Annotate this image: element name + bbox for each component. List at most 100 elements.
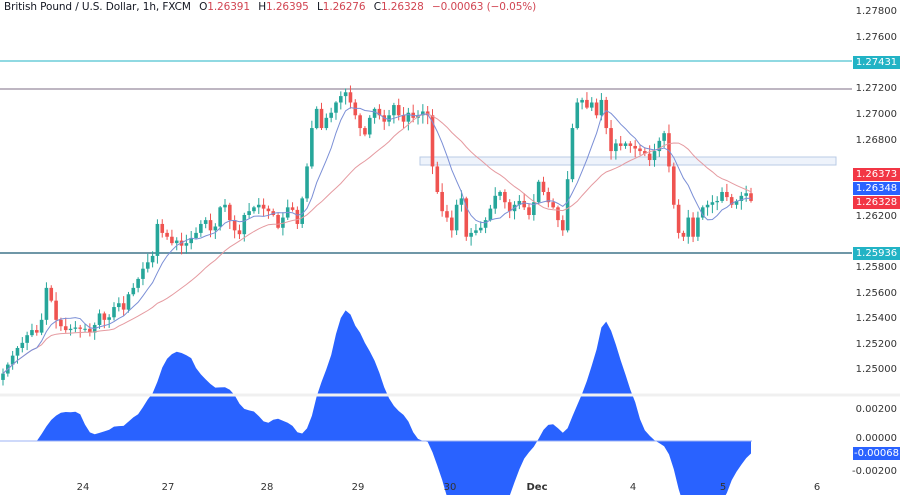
candle-body [121,303,126,310]
oscillator-value-tag: -0.00068 [853,447,900,460]
time-tick: 5 [719,482,727,493]
candle-body [570,128,575,180]
candle-body [208,220,213,231]
time-tick: 30 [443,482,457,493]
time-tick: 6 [813,482,821,493]
candle-body [348,92,353,103]
candle-body [281,217,285,228]
candle-body [652,151,657,161]
candle-body [662,133,666,141]
candle-body [474,230,478,233]
candle-body [725,191,729,198]
candle-body [218,207,222,227]
candle-body [503,191,507,203]
time-tick: 28 [260,482,274,493]
candle-body [102,313,107,320]
candle-body [589,102,594,108]
candle-body [551,202,555,208]
price-tick: 1.25000 [855,364,897,375]
candle-body [145,262,150,269]
candle-body [478,227,483,231]
candle-body [628,143,633,146]
candle-body [700,207,705,218]
candle-body [623,143,628,146]
candle-body [498,191,502,196]
oscillator-tick: -0.00200 [852,466,897,477]
candle-body [314,108,319,129]
candle-body [483,220,488,228]
candle-body [536,181,541,203]
candle-body [276,215,280,228]
candle-body [242,215,247,235]
candle-body [734,200,739,205]
candle-body [223,204,227,208]
candle-body [647,153,652,161]
candle-body [464,198,469,237]
candle-body [131,287,136,295]
slow-moving-average [2,113,752,374]
candle-body [594,102,599,116]
candle-body [377,108,382,116]
change-value: −0.00063 (−0.05%) [431,1,537,13]
candle-body [228,204,232,221]
candle-body [686,217,691,237]
high-label: H [258,1,267,13]
candle-body [618,143,623,146]
candle-body [339,96,343,103]
candle-body [710,202,715,205]
price-tick: 1.26800 [855,135,897,146]
price-tick: 1.27200 [855,83,897,94]
candle-body [565,179,570,231]
candle-body [141,268,145,279]
candle-body [517,200,522,205]
candle-body [30,330,34,336]
candle-body [174,240,179,244]
chart-legend: British Pound / U.S. Dollar, 1h, FXCM O1… [4,1,536,13]
candle-body [266,208,271,212]
oscillator-tick: 0.00000 [855,433,897,444]
candle-body [49,287,54,301]
candle-body [643,151,647,154]
low-value: 1.26276 [322,1,366,13]
candle-body [300,198,304,224]
candle-body [39,319,44,333]
candle-body [83,328,87,330]
candle-body [165,232,169,237]
candle-body [358,115,362,129]
candle-body [372,108,377,118]
candle-body [493,195,498,209]
candle-body [488,208,493,221]
oscillator-tick: 0.00200 [855,404,897,415]
candle-body [430,115,435,167]
candle-body [247,211,251,216]
candle-body [261,204,266,209]
candle-body [107,317,111,320]
candle-body [633,145,637,149]
candle-body [575,102,580,129]
price-tag: 1.26328 [853,196,900,209]
candle-body [88,328,92,333]
candle-body [112,307,116,318]
candle-body [729,197,734,205]
price-tag: 1.27431 [853,56,900,69]
time-tick: 24 [76,482,90,493]
candle-body [604,99,609,129]
candle-body [184,243,189,246]
candle-body [440,191,444,212]
price-tick: 1.27600 [855,32,897,43]
candle-body [614,143,618,152]
price-tick: 1.27000 [855,109,897,120]
candle-body [560,220,565,231]
candle-body [20,342,25,348]
candle-body [580,99,584,103]
candle-body [681,232,686,237]
candle-body [160,223,165,233]
high-value: 1.26395 [266,1,309,13]
open-label: O [199,1,208,13]
candle-body [324,117,329,129]
candle-body [739,195,744,201]
candle-body [396,105,401,116]
fast-moving-average [2,107,752,374]
candle-body [1,373,5,380]
